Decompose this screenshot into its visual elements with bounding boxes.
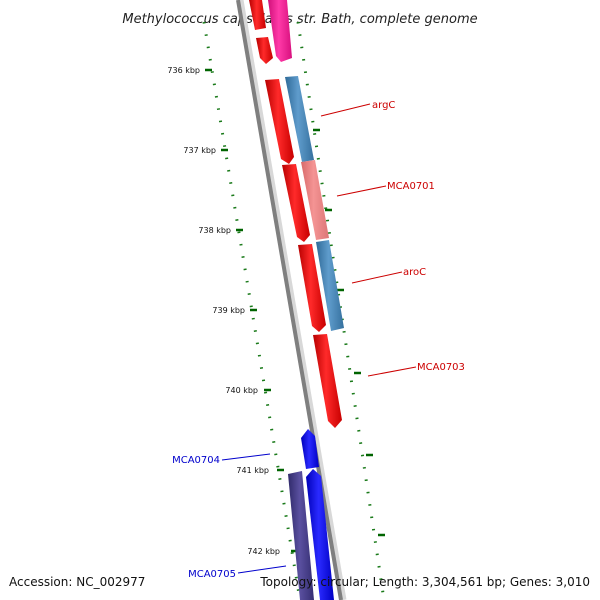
tick-label-736: 736 kbp xyxy=(167,66,200,75)
gene-forward-red-3 xyxy=(298,244,326,332)
gene-argC xyxy=(285,76,314,162)
label-MCA0701: MCA0701 xyxy=(387,181,435,192)
gene-labels: argC MCA0701 aroC MCA0703 MCA0704 MCA070… xyxy=(172,100,465,580)
label-leader xyxy=(320,103,371,117)
scale-ticks: 736 kbp 737 kbp 738 kbp 739 kbp 740 kbp … xyxy=(167,66,385,556)
forward-strand-features xyxy=(249,0,344,428)
genome-summary-text: Topology: circular; Length: 3,304,561 bp… xyxy=(259,575,590,589)
gene-MCA0704 xyxy=(301,429,319,469)
genome-backbone xyxy=(236,0,343,600)
gene-MCA0705 xyxy=(288,471,314,600)
label-MCA0704: MCA0704 xyxy=(172,455,220,466)
tick-label-737: 737 kbp xyxy=(183,146,216,155)
label-aroC: aroC xyxy=(403,267,426,278)
label-leader xyxy=(351,271,403,284)
reverse-strand-features xyxy=(288,429,334,600)
gene-forward-red-2 xyxy=(282,164,310,242)
gene-forward-red-1 xyxy=(265,79,294,164)
label-leader xyxy=(367,366,417,377)
feature-forward-top-magenta xyxy=(268,0,292,62)
tick-label-742: 742 kbp xyxy=(247,547,280,556)
tick-label-740: 740 kbp xyxy=(225,386,258,395)
gene-reverse-blue xyxy=(306,469,334,600)
label-leader xyxy=(336,185,387,197)
gene-MCA0703 xyxy=(313,334,342,428)
map-title: Methylococcus capsulatus str. Bath, comp… xyxy=(122,12,477,27)
accession-text: Accession: NC_002977 xyxy=(9,575,145,589)
tick-label-738: 738 kbp xyxy=(198,226,231,235)
label-leader xyxy=(237,565,287,574)
gene-aroC xyxy=(316,240,344,331)
outer-guide-left xyxy=(202,21,302,600)
feature-forward-top-red-2 xyxy=(256,37,273,64)
tick-label-741: 741 kbp xyxy=(236,466,269,475)
tick-label-739: 739 kbp xyxy=(212,306,245,315)
label-MCA0705: MCA0705 xyxy=(188,569,236,580)
label-argC: argC xyxy=(372,100,395,111)
feature-forward-top-red xyxy=(249,0,266,30)
label-MCA0703: MCA0703 xyxy=(417,362,465,373)
gene-MCA0701 xyxy=(301,160,329,240)
label-leader xyxy=(221,453,271,461)
